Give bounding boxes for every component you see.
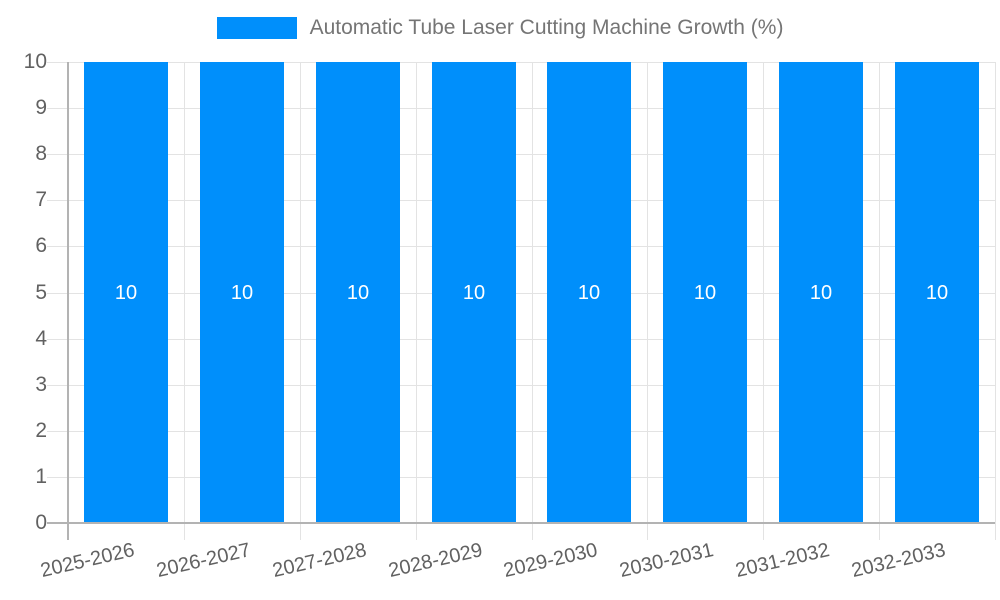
gridline-horizontal bbox=[47, 339, 995, 340]
x-axis-label: 2025-2026 bbox=[38, 539, 137, 582]
bar[interactable] bbox=[200, 62, 284, 522]
x-axis-label: 2032-2033 bbox=[849, 539, 948, 582]
bar[interactable] bbox=[663, 62, 747, 522]
x-axis-label: 2028-2029 bbox=[386, 539, 485, 582]
x-axis-label: 2027-2028 bbox=[270, 539, 369, 582]
y-axis-label: 2 bbox=[35, 419, 47, 442]
gridline-horizontal bbox=[47, 293, 995, 294]
y-axis-label: 7 bbox=[35, 188, 47, 211]
gridline-horizontal bbox=[47, 385, 995, 386]
gridline-horizontal bbox=[47, 431, 995, 432]
x-axis-label: 2031-2032 bbox=[733, 539, 832, 582]
gridline-horizontal bbox=[47, 154, 995, 155]
legend-swatch bbox=[216, 17, 297, 39]
gridline-horizontal bbox=[47, 108, 995, 109]
gridline-vertical bbox=[879, 62, 880, 540]
legend-label: Automatic Tube Laser Cutting Machine Gro… bbox=[309, 16, 784, 39]
gridline-vertical bbox=[763, 62, 764, 540]
gridline-vertical bbox=[416, 62, 417, 540]
y-axis-line bbox=[67, 62, 69, 540]
bar[interactable] bbox=[895, 62, 979, 522]
y-axis-label: 10 bbox=[23, 50, 47, 73]
y-axis-label: 9 bbox=[35, 96, 47, 119]
bar[interactable] bbox=[432, 62, 516, 522]
y-axis-label: 4 bbox=[35, 327, 47, 350]
gridline-vertical bbox=[647, 62, 648, 540]
legend[interactable]: Automatic Tube Laser Cutting Machine Gro… bbox=[0, 16, 1000, 40]
gridline-vertical bbox=[184, 62, 185, 540]
y-axis-label: 3 bbox=[35, 373, 47, 396]
bar[interactable] bbox=[547, 62, 631, 522]
gridline-vertical bbox=[532, 62, 533, 540]
y-axis-label: 8 bbox=[35, 142, 47, 165]
gridline-vertical bbox=[300, 62, 301, 540]
y-axis-label: 1 bbox=[35, 465, 47, 488]
gridline-horizontal bbox=[47, 62, 995, 63]
y-axis-label: 0 bbox=[35, 511, 47, 534]
x-axis-label: 2029-2030 bbox=[501, 539, 600, 582]
bar[interactable] bbox=[84, 62, 168, 522]
gridline-horizontal bbox=[47, 477, 995, 478]
x-axis-label: 2030-2031 bbox=[617, 539, 716, 582]
x-axis-line bbox=[47, 522, 995, 524]
x-axis-label: 2026-2027 bbox=[154, 539, 253, 582]
bar[interactable] bbox=[779, 62, 863, 522]
y-axis-label: 5 bbox=[35, 281, 47, 304]
bar[interactable] bbox=[316, 62, 400, 522]
gridline-vertical bbox=[995, 62, 996, 540]
gridline-horizontal bbox=[47, 246, 995, 247]
y-axis-label: 6 bbox=[35, 234, 47, 257]
gridline-horizontal bbox=[47, 200, 995, 201]
